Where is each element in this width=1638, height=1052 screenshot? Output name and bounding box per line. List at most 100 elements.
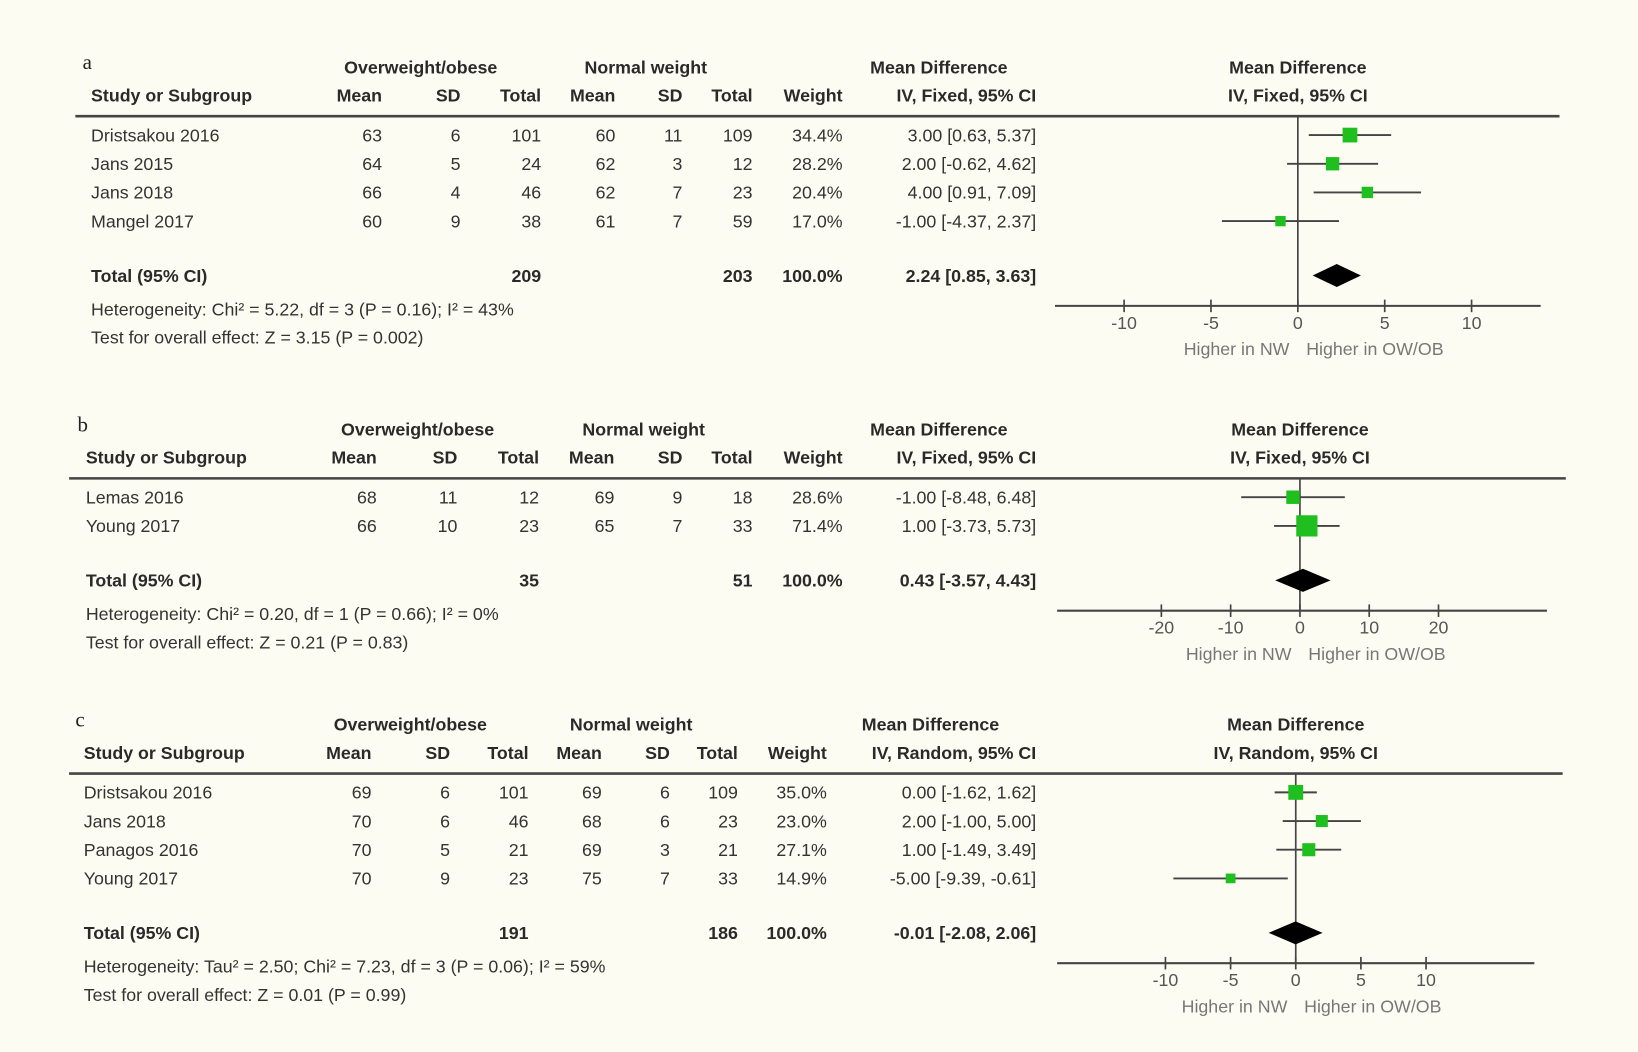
axis-tick-label: 10 <box>1416 970 1436 990</box>
study-name: Jans 2018 <box>84 811 166 831</box>
study-ci: 1.00 [-1.49, 3.49] <box>902 840 1036 860</box>
column-header-weight: Weight <box>768 743 827 763</box>
study-row: Dristsakou 2016 63 6 101 60 11 109 34.4% 3.00 [0… <box>91 125 1036 145</box>
axis-tick-label: -20 <box>1149 618 1175 638</box>
study-sd1: 10 <box>438 516 458 536</box>
study-weight: 27.1% <box>776 840 827 860</box>
study-ci: -1.00 [-8.48, 6.48] <box>896 487 1036 507</box>
study-weight: 71.4% <box>792 516 843 536</box>
pooled-diamond <box>1312 264 1361 288</box>
study-m2: 61 <box>596 211 616 231</box>
column-header-mean: Mean <box>556 743 601 763</box>
axis-tick-label: 5 <box>1356 970 1366 990</box>
study-row: Dristsakou 2016 69 6 101 69 6 109 35.0% 0.00 [-1… <box>84 783 1036 803</box>
study-n1: 101 <box>511 125 541 145</box>
study-ci: 2.00 [-1.00, 5.00] <box>902 811 1036 831</box>
study-n1: 24 <box>521 154 541 174</box>
panel-label: c <box>75 707 84 731</box>
study-m2: 75 <box>582 869 602 889</box>
study-ci: 4.00 [0.91, 7.09] <box>908 183 1037 203</box>
axis-tick-label: 5 <box>1380 313 1390 333</box>
study-m2: 69 <box>582 840 602 860</box>
total-weight: 100.0% <box>782 571 842 591</box>
study-m1: 64 <box>362 154 382 174</box>
axis-tick-label: -5 <box>1203 313 1219 333</box>
study-name: Young 2017 <box>86 516 180 536</box>
overall-effect-text: Test for overall effect: Z = 0.21 (P = 0… <box>86 632 409 652</box>
column-header-study: Study or Subgroup <box>84 743 245 763</box>
effect-marker <box>1315 815 1328 828</box>
study-ci: 3.00 [0.63, 5.37] <box>908 125 1037 145</box>
panel-label: a <box>83 50 92 74</box>
study-n2: 59 <box>733 211 753 231</box>
study-weight: 34.4% <box>792 125 843 145</box>
column-header-mean: Mean <box>569 448 614 468</box>
total-n2: 186 <box>708 923 738 943</box>
total-weight: 100.0% <box>767 923 827 943</box>
study-m2: 62 <box>596 183 616 203</box>
group-header-normal-weight: Normal weight <box>570 715 693 735</box>
forest-panel-c: c Overweight/obese Normal weight Mean Diffe… <box>69 707 1563 1016</box>
study-ci: -5.00 [-9.39, -0.61] <box>890 869 1036 889</box>
column-header-study: Study or Subgroup <box>91 86 252 106</box>
group-header-overweight-obese: Overweight/obese <box>341 419 494 439</box>
column-header-mean: Mean <box>337 86 382 106</box>
study-sd1: 5 <box>451 154 461 174</box>
study-m1: 70 <box>352 840 372 860</box>
study-m1: 70 <box>352 869 372 889</box>
study-m1: 63 <box>362 125 382 145</box>
study-ci: 0.00 [-1.62, 1.62] <box>902 783 1036 803</box>
effect-marker <box>1342 127 1358 143</box>
study-sd2: 7 <box>673 211 683 231</box>
study-n2: 23 <box>733 183 753 203</box>
column-header-mean: Mean <box>570 86 615 106</box>
heterogeneity-text: Heterogeneity: Tau² = 2.50; Chi² = 7.23,… <box>84 957 606 977</box>
column-header-study: Study or Subgroup <box>86 448 247 468</box>
plot-method: IV, Random, 95% CI <box>1214 743 1378 763</box>
study-m2: 62 <box>596 154 616 174</box>
method-header: IV, Fixed, 95% CI <box>896 448 1036 468</box>
study-sd2: 7 <box>673 516 683 536</box>
axis-tick-label: 10 <box>1462 313 1482 333</box>
column-header-total: Total <box>487 743 528 763</box>
column-header-total: Total <box>500 86 541 106</box>
favours-right-label: Higher in OW/OB <box>1304 996 1441 1016</box>
study-sd2: 3 <box>660 840 670 860</box>
method-header: IV, Fixed, 95% CI <box>896 86 1036 106</box>
pooled-diamond <box>1275 568 1331 592</box>
axis-tick-label: 10 <box>1359 618 1379 638</box>
study-weight: 14.9% <box>776 869 827 889</box>
study-sd1: 6 <box>440 783 450 803</box>
group-header-normal-weight: Normal weight <box>585 57 708 77</box>
column-header-total: Total <box>697 743 738 763</box>
study-row: Lemas 2016 68 11 12 69 9 18 28.6% -1.00 [-8.48, … <box>86 487 1036 507</box>
study-m2: 69 <box>595 487 615 507</box>
effect-marker <box>1288 784 1304 800</box>
favours-right-label: Higher in OW/OB <box>1308 644 1445 664</box>
column-header-sd: SD <box>658 448 683 468</box>
study-n2: 21 <box>718 840 738 860</box>
column-header-mean: Mean <box>326 743 371 763</box>
study-m1: 69 <box>352 783 372 803</box>
axis-tick-label: 0 <box>1293 313 1303 333</box>
method-header: IV, Random, 95% CI <box>872 743 1036 763</box>
study-sd1: 9 <box>451 211 461 231</box>
study-m1: 68 <box>357 487 377 507</box>
study-m1: 70 <box>352 811 372 831</box>
study-sd1: 6 <box>440 811 450 831</box>
heterogeneity-text: Heterogeneity: Chi² = 0.20, df = 1 (P = … <box>86 604 499 624</box>
plot-method: IV, Fixed, 95% CI <box>1230 448 1370 468</box>
favours-left-label: Higher in NW <box>1186 644 1292 664</box>
overall-effect-text: Test for overall effect: Z = 0.01 (P = 0… <box>84 985 407 1005</box>
study-sd1: 9 <box>440 869 450 889</box>
study-n2: 109 <box>708 783 738 803</box>
effect-marker <box>1361 186 1374 199</box>
study-name: Young 2017 <box>84 869 178 889</box>
study-row: Panagos 2016 70 5 21 69 3 21 27.1% 1.00 [-1.49, … <box>84 840 1036 860</box>
forest-panel-a: a Overweight/obese Normal weight Mean Diffe… <box>75 50 1560 359</box>
study-sd1: 6 <box>451 125 461 145</box>
study-n1: 101 <box>499 783 529 803</box>
study-n2: 18 <box>733 487 753 507</box>
study-name: Jans 2015 <box>91 154 173 174</box>
